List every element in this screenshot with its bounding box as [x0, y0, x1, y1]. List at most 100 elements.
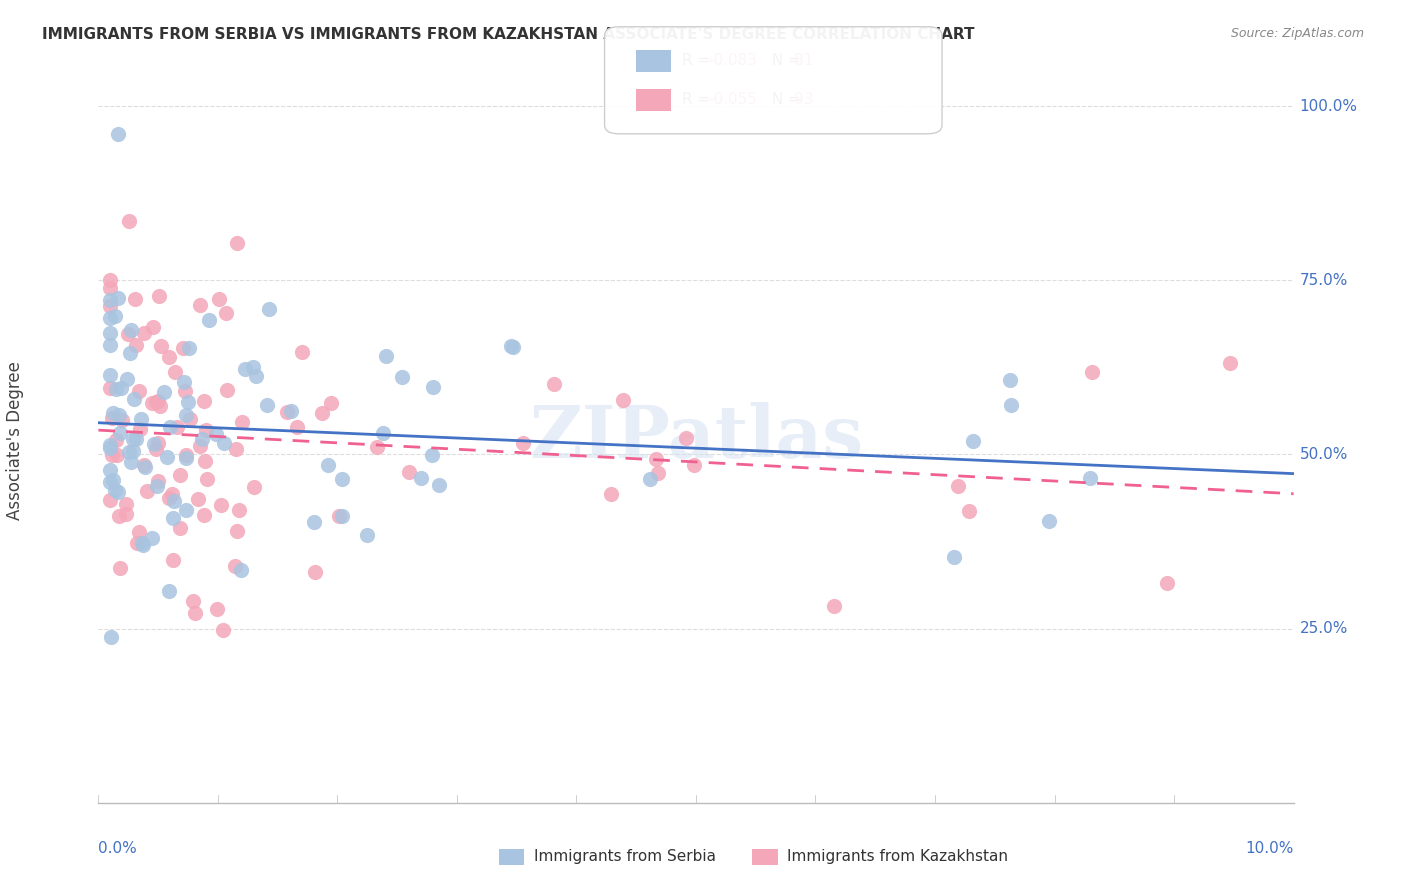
Point: [98, 438, 122, 452]
Point: [132, 538, 155, 552]
Point: [107, 485, 129, 500]
Point: [122, 432, 145, 446]
Point: [638, 472, 661, 486]
Point: [174, 408, 197, 422]
Point: [149, 399, 172, 413]
Point: [122, 392, 145, 407]
Point: [209, 498, 232, 512]
Point: [177, 342, 200, 356]
Point: [125, 338, 148, 352]
Point: [276, 405, 298, 419]
Point: [118, 445, 141, 459]
Point: [208, 292, 231, 306]
Point: [141, 531, 163, 545]
Text: -0.083: -0.083: [709, 54, 758, 68]
Text: 50.0%: 50.0%: [1299, 447, 1348, 462]
Point: [174, 503, 197, 517]
Text: ZIPatlas: ZIPatlas: [529, 401, 863, 473]
Point: [193, 393, 215, 408]
Point: [104, 310, 127, 324]
Point: [145, 442, 167, 456]
Point: [422, 380, 444, 394]
Point: [1081, 365, 1104, 379]
Point: [391, 369, 413, 384]
Point: [129, 422, 152, 436]
Point: [169, 521, 191, 535]
Point: [98, 475, 122, 489]
Point: [120, 323, 142, 337]
Point: [162, 553, 184, 567]
Point: [422, 448, 444, 462]
Point: [115, 497, 138, 511]
Text: 81: 81: [794, 54, 814, 68]
Point: [228, 503, 250, 517]
Point: [145, 479, 167, 493]
Point: [100, 630, 122, 644]
Point: [148, 436, 170, 450]
Point: [146, 475, 169, 489]
Point: [285, 420, 308, 434]
Point: [235, 361, 257, 376]
Point: [543, 376, 565, 391]
Point: [108, 426, 131, 441]
Point: [115, 372, 138, 386]
Point: [375, 349, 398, 363]
Point: [512, 436, 534, 450]
Point: [108, 561, 131, 575]
Point: [98, 293, 122, 307]
Point: [160, 487, 183, 501]
Point: [1000, 398, 1022, 412]
Point: [499, 339, 522, 353]
Text: 0.0%: 0.0%: [98, 841, 138, 856]
Point: [159, 419, 181, 434]
Point: [211, 624, 233, 638]
Point: [197, 313, 219, 327]
Point: [215, 383, 238, 397]
Point: [172, 341, 194, 355]
Point: [215, 306, 238, 320]
Text: Associate's Degree: Associate's Degree: [6, 361, 24, 520]
Point: [177, 395, 200, 409]
Point: [173, 375, 195, 389]
Point: [142, 320, 165, 334]
Point: [108, 509, 131, 524]
Point: [302, 515, 325, 529]
Point: [101, 406, 124, 420]
Point: [165, 365, 187, 379]
Point: [207, 601, 229, 615]
Text: Immigrants from Kazakhstan: Immigrants from Kazakhstan: [787, 849, 1008, 863]
Point: [1156, 576, 1178, 591]
Point: [174, 450, 197, 465]
Point: [141, 395, 163, 409]
Point: [129, 412, 152, 426]
Point: [962, 434, 984, 449]
Point: [229, 563, 252, 577]
Point: [162, 511, 184, 525]
Text: N =: N =: [762, 93, 806, 107]
Text: Source: ZipAtlas.com: Source: ZipAtlas.com: [1230, 27, 1364, 40]
Point: [214, 436, 236, 450]
Point: [166, 420, 188, 434]
Point: [107, 291, 129, 305]
Point: [122, 443, 145, 458]
Point: [107, 127, 129, 141]
Text: N =: N =: [762, 54, 806, 68]
Point: [134, 459, 156, 474]
Point: [225, 442, 247, 457]
Point: [291, 344, 314, 359]
Point: [231, 415, 253, 429]
Point: [193, 453, 215, 467]
Point: [280, 404, 302, 418]
Point: [101, 449, 124, 463]
Point: [128, 384, 150, 399]
Point: [149, 339, 172, 353]
Point: [225, 524, 247, 538]
Point: [675, 431, 697, 445]
Point: [191, 433, 214, 447]
Point: [181, 593, 204, 607]
Point: [599, 487, 621, 501]
Point: [98, 368, 122, 382]
Point: [1038, 514, 1060, 528]
Point: [108, 409, 131, 423]
Point: [190, 439, 212, 453]
